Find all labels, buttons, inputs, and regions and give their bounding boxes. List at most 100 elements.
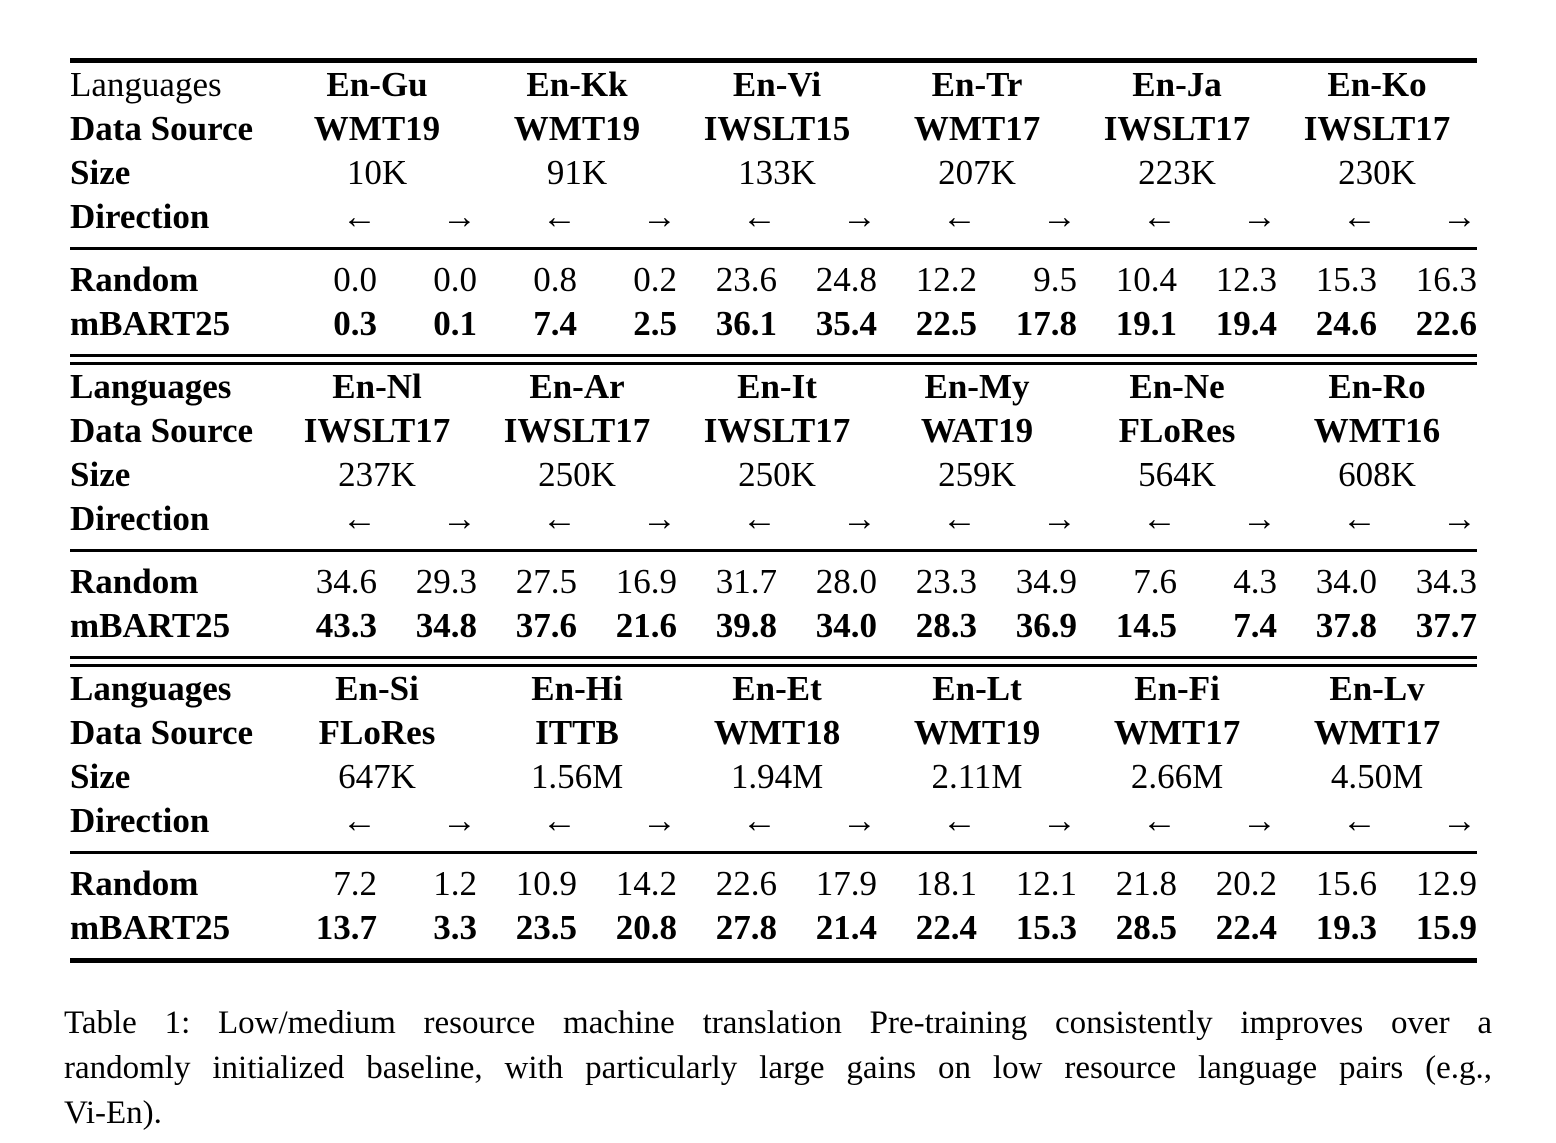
data-source-cell: IWSLT17 xyxy=(1103,109,1251,148)
direction-left-arrow: ← xyxy=(1277,195,1378,250)
language-pair-header: En-It xyxy=(737,367,817,406)
row-label-languages: Languages xyxy=(70,65,222,104)
random-row: Random 7.2 1.2 10.9 14.2 22.6 17.9 18.1 12.1 21.8… xyxy=(70,853,1477,907)
random-score-cell: 10.9 xyxy=(515,864,577,903)
language-pair-header: En-Ja xyxy=(1132,65,1222,104)
row-label-direction: Direction xyxy=(70,195,277,250)
mbart25-score-cell: 0.1 xyxy=(433,304,477,343)
mbart25-score-cell: 15.3 xyxy=(1015,908,1078,947)
translation-table-block-3: Languages En-Si En-Hi En-Et En-Lt En-Fi En-Lv D… xyxy=(70,667,1478,958)
mbart25-score-cell: 37.6 xyxy=(515,606,577,645)
direction-right-arrow: → xyxy=(577,799,678,854)
mbart25-score-cell: 14.5 xyxy=(1115,606,1177,645)
language-pair-header: En-Et xyxy=(732,669,822,708)
mbart25-score-cell: 28.5 xyxy=(1115,908,1178,947)
size-cell: 10K xyxy=(346,153,408,192)
data-source-cell: IWSLT17 xyxy=(303,411,451,450)
random-score-cell: 0.8 xyxy=(533,260,577,299)
data-source: Data Source WMT19 WMT19 IWSLT15 WMT17 IWSLT17… xyxy=(70,107,1477,151)
random-score-cell: 34.9 xyxy=(1015,562,1077,601)
language-pair-header: En-Gu xyxy=(326,65,428,104)
block-separator-rule xyxy=(70,354,1477,365)
caption-line: Vi-En). xyxy=(64,1095,162,1131)
direction-right-arrow: → xyxy=(1177,497,1277,552)
row-label-data-source: Data Source xyxy=(70,109,254,148)
direction-right-arrow: → xyxy=(1377,497,1477,552)
data-source: Data Source IWSLT17 IWSLT17 IWSLT17 WAT19 FLo… xyxy=(70,409,1477,453)
size-cell: 207K xyxy=(938,153,1016,192)
row-label-direction: Direction xyxy=(70,497,277,552)
row-label-languages: Languages xyxy=(70,669,232,708)
direction-right-arrow: → xyxy=(377,497,477,552)
mbart25-score-cell: 37.7 xyxy=(1415,606,1477,645)
data-source-cell: WMT19 xyxy=(313,109,441,148)
mbart25-score-cell: 22.5 xyxy=(915,304,978,343)
row-label-mbart25: mBART25 xyxy=(70,606,231,645)
random-score-cell: 27.5 xyxy=(515,562,577,601)
random-score-cell: 12.3 xyxy=(1215,260,1278,299)
mbart25-score-cell: 43.3 xyxy=(315,606,377,645)
table-top-rule xyxy=(70,58,1477,63)
direction-left-arrow: ← xyxy=(677,497,777,552)
direction-left-arrow: ← xyxy=(477,195,577,250)
direction-right-arrow: → xyxy=(577,195,677,250)
size: Size 237K 250K 250K 259K 564K 608K xyxy=(70,453,1477,497)
data-source-cell: IWSLT15 xyxy=(703,109,851,148)
row-label-data-source: Data Source xyxy=(70,713,254,752)
mbart25-score-cell: 0.3 xyxy=(333,304,377,343)
size-cell: 4.50M xyxy=(1330,757,1424,796)
data-source-cell: IWSLT17 xyxy=(503,411,651,450)
mbart25-score-cell: 2.5 xyxy=(633,304,677,343)
size-cell: 237K xyxy=(338,455,416,494)
mbart25-score-cell: 17.8 xyxy=(1015,304,1078,343)
size-cell: 230K xyxy=(1338,153,1416,192)
direction-right-arrow: → xyxy=(1177,799,1278,854)
row-label-random: Random xyxy=(70,562,199,601)
random-score-cell: 10.4 xyxy=(1115,260,1178,299)
mbart25-score-cell: 34.0 xyxy=(815,606,877,645)
block-separator-rule xyxy=(70,656,1477,667)
row-label-languages: Languages xyxy=(70,367,232,406)
direction-right-arrow: → xyxy=(577,497,677,552)
size-cell: 259K xyxy=(938,455,1016,494)
row-label-random: Random xyxy=(70,260,199,299)
random-score-cell: 0.0 xyxy=(433,260,477,299)
mbart25-score-cell: 19.3 xyxy=(1315,908,1378,947)
direction-left-arrow: ← xyxy=(1277,799,1378,854)
mbart25-score-cell: 7.4 xyxy=(533,304,577,343)
random-score-cell: 31.7 xyxy=(715,562,777,601)
size-cell: 608K xyxy=(1338,455,1416,494)
random-score-cell: 20.2 xyxy=(1215,864,1278,903)
size-cell: 647K xyxy=(338,757,416,796)
direction-left-arrow: ← xyxy=(877,799,978,854)
random-score-cell: 12.9 xyxy=(1415,864,1478,903)
size-cell: 2.66M xyxy=(1130,757,1224,796)
mbart25-score-cell: 15.9 xyxy=(1415,908,1478,947)
language-pair-header: En-Kk xyxy=(526,65,628,104)
random-score-cell: 34.0 xyxy=(1315,562,1377,601)
row-label-mbart25: mBART25 xyxy=(70,908,231,947)
language-pair-header: En-Fi xyxy=(1134,669,1220,708)
direction-left-arrow: ← xyxy=(1077,799,1178,854)
languages: Languages En-Nl En-Ar En-It En-My En-Ne En-Ro xyxy=(70,365,1477,409)
mbart25-score-cell: 39.8 xyxy=(715,606,777,645)
mbart25-score-cell: 22.6 xyxy=(1415,304,1478,343)
data-source-cell: FLoRes xyxy=(318,713,436,752)
language-pair-header: En-Ar xyxy=(529,367,625,406)
mbart25-score-cell: 23.5 xyxy=(515,908,577,947)
random-row: Random 34.6 29.3 27.5 16.9 31.7 28.0 23.3 34.9 7.… xyxy=(70,551,1477,605)
row-label-direction: Direction xyxy=(70,799,277,854)
random-score-cell: 34.6 xyxy=(315,562,377,601)
language-pair-header: En-Lv xyxy=(1329,669,1425,708)
random-score-cell: 24.8 xyxy=(815,260,878,299)
size-cell: 1.56M xyxy=(530,757,624,796)
table-1: Languages En-Gu En-Kk En-Vi En-Tr En-Ja En-Ko D… xyxy=(70,58,1478,963)
random-score-cell: 7.2 xyxy=(333,864,377,903)
direction-row: Direction ← → ← → ← → ← → ← → ← → xyxy=(70,497,1477,552)
table-caption: Table 1: Low/medium resource machine tra… xyxy=(64,1001,1492,1136)
mbart25-score-cell: 22.4 xyxy=(915,908,978,947)
random-score-cell: 15.3 xyxy=(1315,260,1378,299)
random-score-cell: 16.9 xyxy=(615,562,677,601)
random-score-cell: 0.0 xyxy=(333,260,377,299)
size-cell: 564K xyxy=(1138,455,1216,494)
